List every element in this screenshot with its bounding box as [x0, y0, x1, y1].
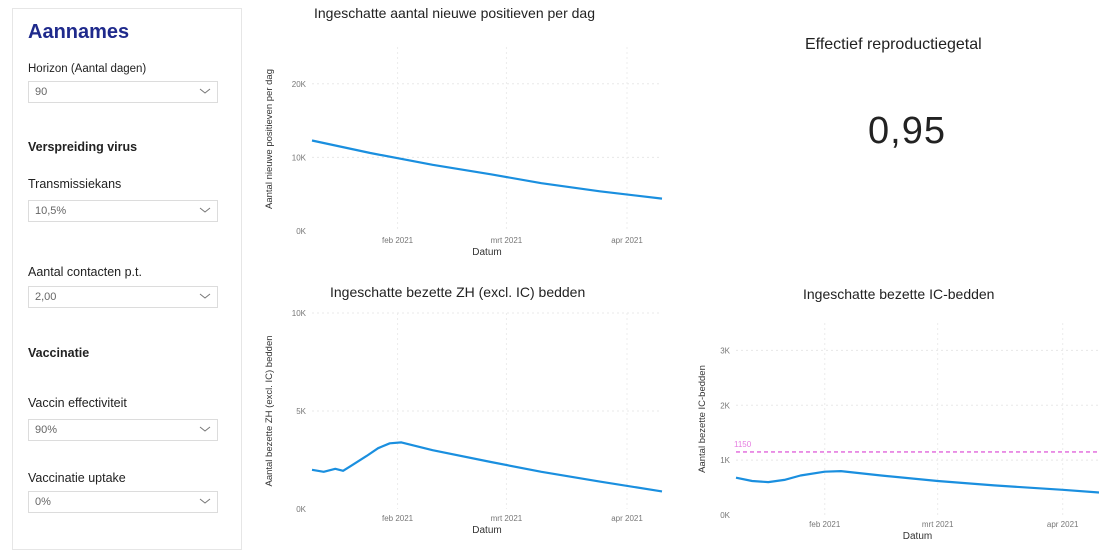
chart-1-title: Ingeschatte aantal nieuwe positieven per… [314, 5, 595, 21]
assumptions-panel: Aannames Horizon (Aantal dagen) 90 Versp… [12, 8, 242, 550]
chevron-down-icon [199, 207, 211, 213]
series-line [311, 441, 663, 493]
contacts-value: 2,00 [35, 291, 57, 303]
chevron-down-icon [199, 88, 211, 94]
hospital-beds-chart[interactable]: 0K 5K 10K feb 2021 mrt 2021 apr 2021 Datum Aant… [250, 303, 680, 550]
chart-3-title: Ingeschatte bezette IC-bedden [803, 286, 995, 302]
vacc-uptake-value: 0% [35, 496, 51, 508]
x-tick-label: apr 2021 [611, 236, 643, 245]
y-tick-label: 0K [296, 227, 306, 236]
panel-title: Aannames [28, 21, 130, 43]
vacc-uptake-dropdown[interactable]: 0% [28, 491, 218, 513]
series-line [735, 470, 1099, 494]
series-line [311, 139, 663, 200]
new-positives-chart[interactable]: 0K 10K 20K feb 2021 mrt 2021 apr 2021 Datum Aan… [250, 25, 680, 275]
contacts-dropdown[interactable]: 2,00 [28, 286, 218, 308]
y-tick-label: 2K [720, 401, 730, 410]
section-vacc-title: Vaccinatie [28, 346, 90, 360]
transmission-dropdown[interactable]: 10,5% [28, 200, 218, 222]
y-tick-label: 10K [292, 309, 307, 318]
kpi-value: 0,95 [868, 110, 946, 152]
chevron-down-icon [199, 498, 211, 504]
y-axis-label: Aantal nieuwe positieven per dag [264, 69, 275, 209]
y-tick-label: 0K [720, 511, 730, 520]
section-spread-title: Verspreiding virus [28, 140, 138, 154]
transmission-value: 10,5% [35, 205, 67, 217]
horizon-dropdown[interactable]: 90 [28, 81, 218, 103]
x-axis-label: Datum [903, 531, 932, 542]
y-tick-label: 10K [292, 153, 307, 162]
kpi-title: Effectief reproductiegetal [805, 36, 982, 53]
x-tick-label: apr 2021 [1047, 520, 1079, 529]
y-tick-label: 1K [720, 456, 730, 465]
x-tick-label: mrt 2021 [491, 236, 523, 245]
vacc-uptake-label: Vaccinatie uptake [28, 471, 126, 485]
x-tick-label: feb 2021 [382, 236, 414, 245]
vacc-eff-label: Vaccin effectiviteit [28, 396, 127, 410]
horizon-label: Horizon (Aantal dagen) [28, 63, 147, 75]
x-axis-label: Datum [472, 525, 501, 536]
y-axis-label: Aantal bezette IC-bedden [697, 365, 708, 473]
x-tick-label: feb 2021 [382, 514, 414, 523]
x-tick-label: mrt 2021 [491, 514, 523, 523]
y-tick-label: 5K [296, 407, 306, 416]
threshold-label: 1150 [734, 440, 752, 449]
x-axis-label: Datum [472, 247, 501, 258]
x-tick-label: apr 2021 [611, 514, 643, 523]
y-tick-label: 3K [720, 346, 730, 355]
x-tick-label: feb 2021 [809, 520, 841, 529]
transmission-label: Transmissiekans [28, 177, 122, 191]
chevron-down-icon [199, 293, 211, 299]
chevron-down-icon [199, 426, 211, 432]
ic-beds-chart[interactable]: 0K 1K 2K 3K feb 2021 mrt 2021 apr 2021 Datum Aan… [690, 305, 1099, 550]
horizon-value: 90 [35, 86, 48, 98]
vacc-eff-dropdown[interactable]: 90% [28, 419, 218, 441]
chart-2-title: Ingeschatte bezette ZH (excl. IC) bedden [330, 284, 586, 300]
y-tick-label: 0K [296, 505, 306, 514]
y-tick-label: 20K [292, 80, 307, 89]
vacc-eff-value: 90% [35, 424, 58, 436]
contacts-label: Aantal contacten p.t. [28, 265, 142, 279]
x-tick-label: mrt 2021 [922, 520, 954, 529]
y-axis-label: Aantal bezette ZH (excl. IC) bedden [264, 335, 275, 486]
